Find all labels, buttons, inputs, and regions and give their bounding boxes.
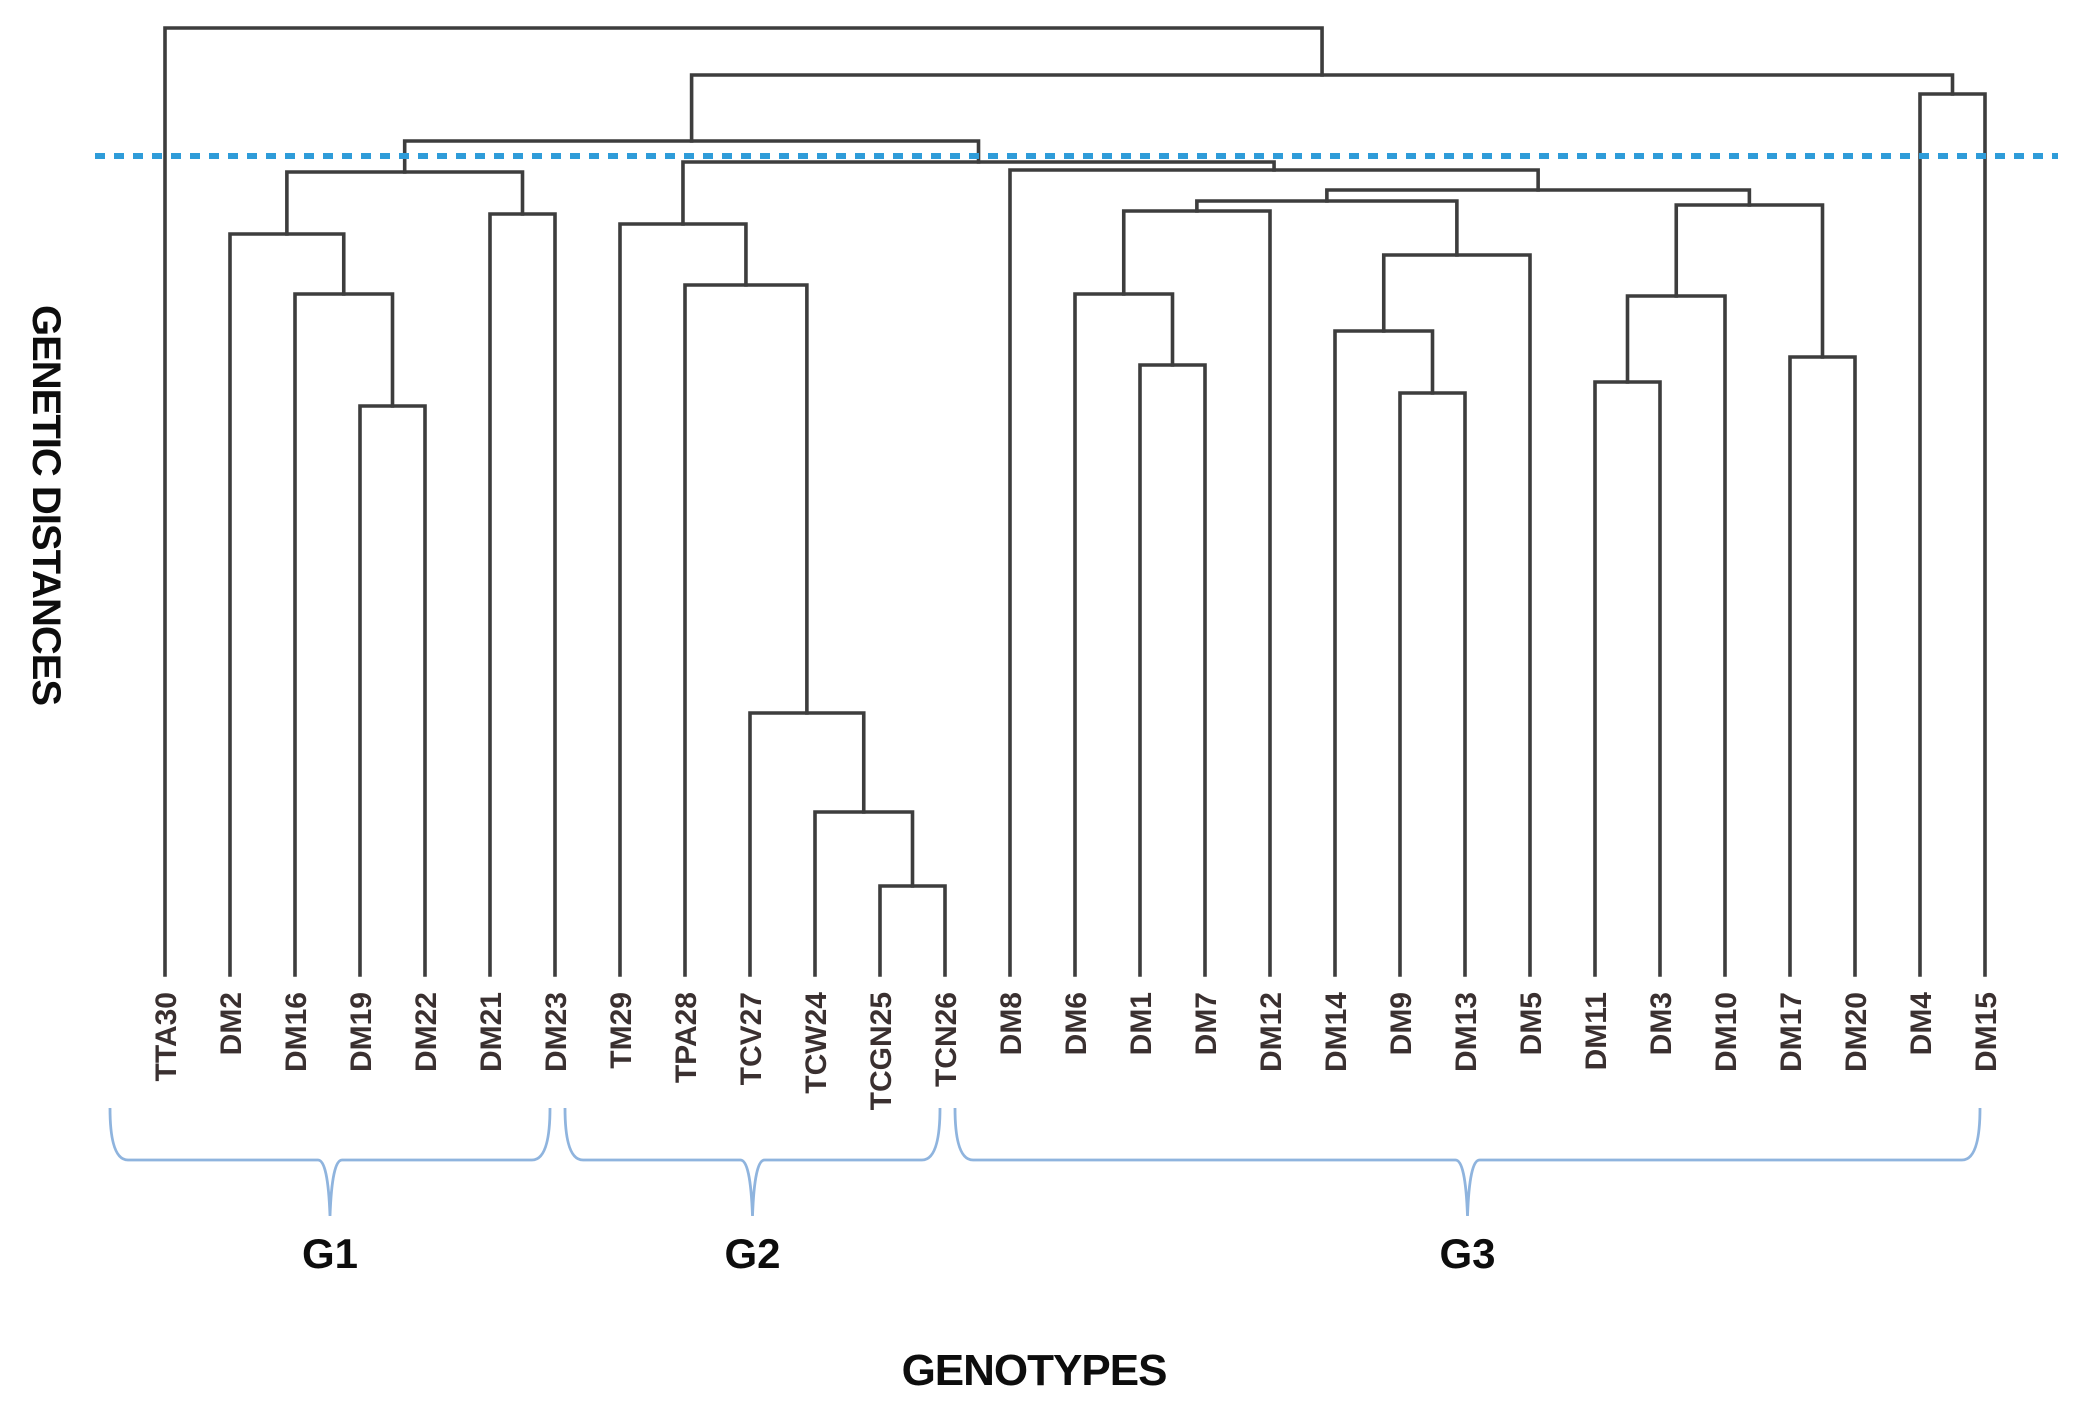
group-brace xyxy=(953,1107,1982,1217)
dendrogram-branch xyxy=(1593,380,1662,977)
leaf-label: DM2 xyxy=(215,992,248,1055)
leaf-label: DM15 xyxy=(1970,992,2003,1072)
leaf-label: DM7 xyxy=(1190,992,1223,1055)
x-axis-label: GENOTYPES xyxy=(902,1346,1167,1395)
dendrogram-branch xyxy=(1918,92,1987,977)
leaf-label: DM3 xyxy=(1645,992,1678,1055)
dendrogram-branch xyxy=(1008,168,1540,977)
dendrogram-branch xyxy=(163,26,1324,977)
dendrogram-branch xyxy=(1195,199,1459,257)
dendrogram-branch xyxy=(689,73,1955,143)
leaf-label: DM16 xyxy=(280,992,313,1072)
leaf-label: DM19 xyxy=(345,992,378,1072)
group-brace xyxy=(108,1107,552,1217)
leaf-label: DM14 xyxy=(1320,992,1353,1072)
dendrogram-branch xyxy=(1138,363,1207,977)
leaf-label: TM29 xyxy=(605,992,638,1069)
leaf-label: TTA30 xyxy=(150,992,183,1081)
group-brace xyxy=(563,1107,942,1217)
leaf-label-layer: TTA30 DM2 DM16 DM19 DM22 DM21 DM23 TM29 TPA28 TCV… xyxy=(150,992,2003,1111)
dendrogram-branch xyxy=(1333,329,1435,977)
leaf-label: TCN26 xyxy=(930,992,963,1087)
dendrogram-branch xyxy=(618,222,748,977)
dendrogram-branch xyxy=(813,810,915,977)
leaf-label: DM17 xyxy=(1775,992,1808,1072)
leaf-label: DM22 xyxy=(410,992,443,1072)
group-label-g3: G3 xyxy=(1439,1230,1495,1277)
dendrogram-branch xyxy=(1398,391,1467,977)
dendrogram-branch xyxy=(293,292,395,977)
dendrogram-branch xyxy=(1121,209,1272,977)
group-label-g2: G2 xyxy=(724,1230,780,1277)
leaf-label: DM20 xyxy=(1840,992,1873,1072)
dendrogram-branch xyxy=(1625,294,1727,977)
dendrogram-branch xyxy=(1381,253,1532,977)
dendrogram-branch xyxy=(683,283,809,977)
y-axis-label: GENETIC DISTANCES xyxy=(24,305,68,705)
dendrogram-branch xyxy=(228,232,346,977)
leaf-label: DM5 xyxy=(1515,992,1548,1055)
leaf-label: DM4 xyxy=(1905,992,1938,1056)
leaf-label: DM23 xyxy=(540,992,573,1072)
dendrogram-branch xyxy=(488,212,557,977)
leaf-label: DM8 xyxy=(995,992,1028,1055)
leaf-label: TPA28 xyxy=(670,992,703,1083)
dendrogram-branch xyxy=(878,884,947,977)
dendrogram-branch xyxy=(1788,355,1857,977)
leaf-label: DM11 xyxy=(1580,992,1613,1070)
leaf-label: DM10 xyxy=(1710,992,1743,1072)
dendrogram-tree xyxy=(163,26,1987,977)
dendrogram-branch xyxy=(358,404,427,977)
leaf-label: DM13 xyxy=(1450,992,1483,1072)
dendrogram-branch xyxy=(1674,203,1825,359)
leaf-label: DM1 xyxy=(1125,992,1158,1055)
leaf-label: DM6 xyxy=(1060,992,1093,1055)
leaf-label: DM12 xyxy=(1255,992,1288,1072)
dendrogram-branch xyxy=(1073,292,1175,977)
group-brace-layer xyxy=(108,1107,1982,1217)
leaf-label: DM9 xyxy=(1385,992,1418,1055)
group-label-g1: G1 xyxy=(302,1230,358,1277)
leaf-label: TCGN25 xyxy=(865,992,898,1110)
leaf-label: TCV27 xyxy=(735,992,768,1085)
dendrogram-branch xyxy=(748,711,866,977)
leaf-label: DM21 xyxy=(475,992,508,1072)
leaf-label: TCW24 xyxy=(800,992,833,1094)
dendrogram-branch xyxy=(285,170,525,236)
